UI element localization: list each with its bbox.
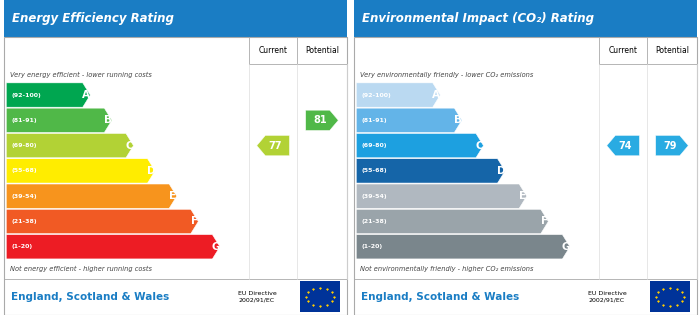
Text: (92-100): (92-100)	[11, 93, 41, 98]
Bar	[4, 0, 346, 37]
Text: 74: 74	[618, 140, 631, 151]
Text: Current: Current	[608, 46, 638, 55]
Text: Current: Current	[258, 46, 288, 55]
Text: (55-68): (55-68)	[11, 169, 36, 173]
Text: Not energy efficient - higher running costs: Not energy efficient - higher running co…	[10, 266, 153, 272]
Bar	[300, 281, 340, 312]
Polygon shape	[356, 159, 505, 183]
Text: D: D	[496, 166, 505, 176]
Text: (21-38): (21-38)	[361, 219, 386, 224]
Text: Very energy efficient - lower running costs: Very energy efficient - lower running co…	[10, 72, 152, 78]
Text: Potential: Potential	[305, 46, 339, 55]
Polygon shape	[6, 83, 90, 107]
Text: F: F	[540, 216, 547, 226]
Text: E: E	[169, 191, 176, 201]
Text: Environmental Impact (CO₂) Rating: Environmental Impact (CO₂) Rating	[362, 12, 594, 25]
Text: 77: 77	[268, 140, 281, 151]
Text: (81-91): (81-91)	[361, 118, 386, 123]
Text: 81: 81	[314, 115, 327, 125]
Polygon shape	[257, 135, 289, 156]
Text: (69-80): (69-80)	[11, 143, 36, 148]
Text: (39-54): (39-54)	[361, 194, 386, 199]
Text: E: E	[519, 191, 526, 201]
Text: (92-100): (92-100)	[361, 93, 391, 98]
Polygon shape	[6, 209, 198, 234]
Text: 79: 79	[664, 140, 677, 151]
Text: EU Directive
2002/91/EC: EU Directive 2002/91/EC	[589, 291, 627, 303]
Polygon shape	[356, 134, 484, 158]
Polygon shape	[656, 135, 688, 156]
Text: B: B	[454, 115, 462, 125]
Polygon shape	[6, 134, 134, 158]
Text: Very environmentally friendly - lower CO₂ emissions: Very environmentally friendly - lower CO…	[360, 72, 533, 78]
Text: D: D	[146, 166, 155, 176]
Bar	[650, 281, 690, 312]
Polygon shape	[356, 209, 548, 234]
Polygon shape	[6, 235, 220, 259]
Text: (1-20): (1-20)	[11, 244, 32, 249]
Polygon shape	[356, 83, 440, 107]
Text: A: A	[82, 90, 90, 100]
Text: Potential: Potential	[655, 46, 689, 55]
Text: (1-20): (1-20)	[361, 244, 382, 249]
Text: (21-38): (21-38)	[11, 219, 36, 224]
Bar	[354, 37, 696, 315]
Text: (39-54): (39-54)	[11, 194, 36, 199]
Polygon shape	[356, 235, 570, 259]
Bar	[354, 0, 696, 37]
Bar	[4, 37, 346, 315]
Text: (69-80): (69-80)	[361, 143, 386, 148]
Polygon shape	[607, 135, 639, 156]
Polygon shape	[356, 184, 526, 208]
Text: EU Directive
2002/91/EC: EU Directive 2002/91/EC	[239, 291, 277, 303]
Polygon shape	[6, 108, 112, 133]
Polygon shape	[356, 108, 462, 133]
Polygon shape	[6, 159, 155, 183]
Text: Energy Efficiency Rating: Energy Efficiency Rating	[12, 12, 174, 25]
Text: A: A	[432, 90, 440, 100]
Text: F: F	[190, 216, 197, 226]
Text: G: G	[561, 242, 570, 252]
Text: C: C	[475, 140, 483, 151]
Text: England, Scotland & Wales: England, Scotland & Wales	[361, 292, 519, 302]
Text: Not environmentally friendly - higher CO₂ emissions: Not environmentally friendly - higher CO…	[360, 266, 534, 272]
Text: England, Scotland & Wales: England, Scotland & Wales	[11, 292, 169, 302]
Text: G: G	[211, 242, 220, 252]
Text: (55-68): (55-68)	[361, 169, 386, 173]
Text: (81-91): (81-91)	[11, 118, 36, 123]
Text: C: C	[125, 140, 133, 151]
Text: B: B	[104, 115, 112, 125]
Polygon shape	[306, 110, 338, 130]
Polygon shape	[6, 184, 176, 208]
